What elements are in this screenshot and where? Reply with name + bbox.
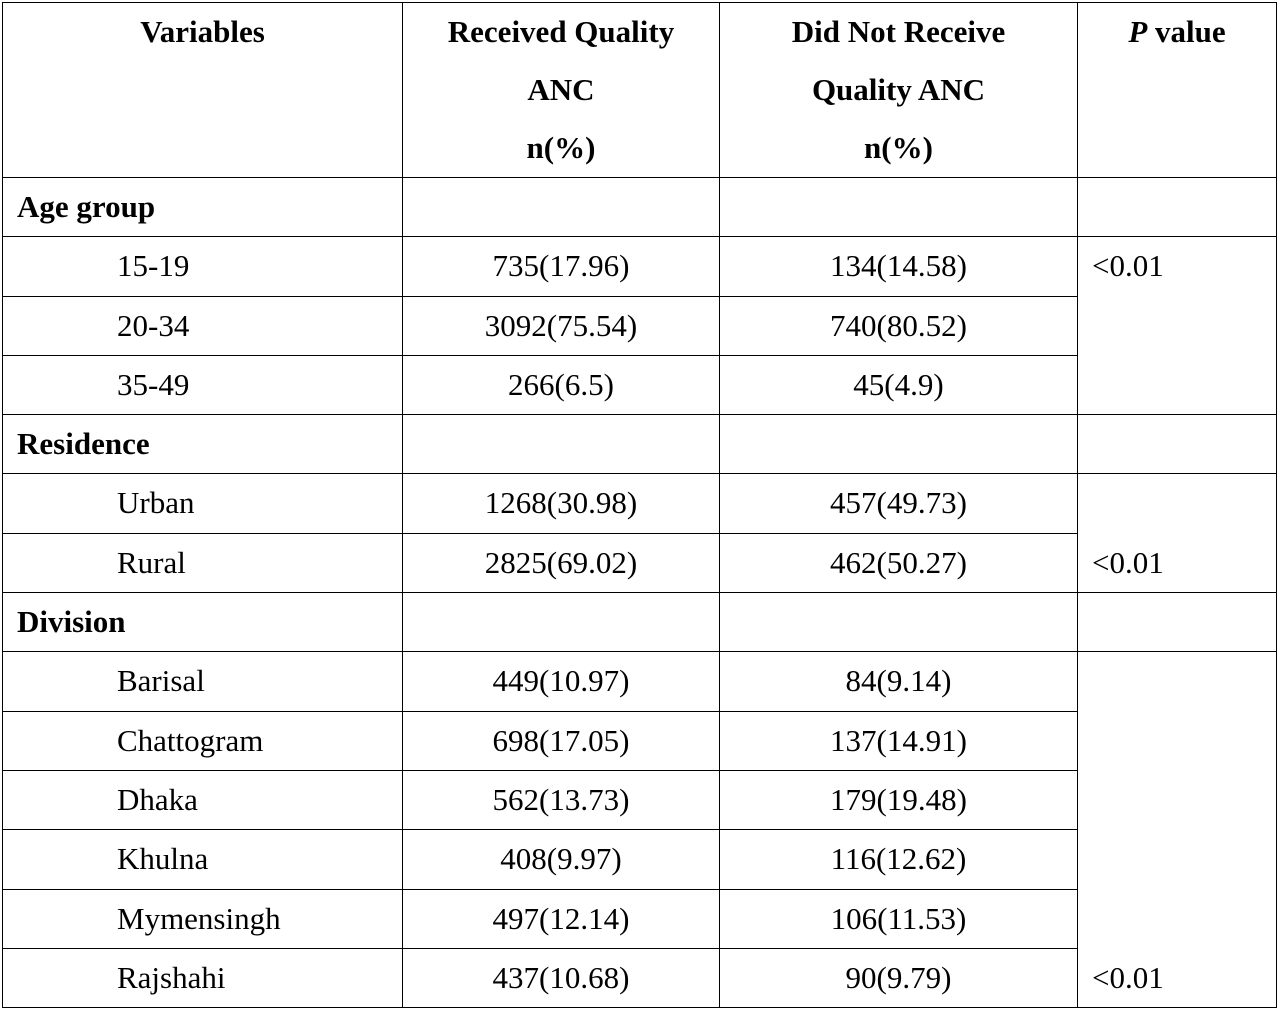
not-received-cell: 740(80.52) [719, 295, 1078, 356]
table-row: Khulna 408(9.97) 116(12.62) [2, 829, 1277, 890]
received-cell: 698(17.05) [402, 710, 720, 771]
not-received-cell: 90(9.79) [719, 947, 1078, 1009]
row-label: Khulna [2, 829, 403, 890]
not-received-cell: 462(50.27) [719, 532, 1078, 594]
row-label: 35-49 [2, 354, 403, 416]
row-label: Dhaka [2, 769, 403, 831]
row-label: Barisal [2, 651, 403, 712]
not-received-cell: 45(4.9) [719, 354, 1078, 416]
row-label: 15-19 [2, 236, 403, 297]
row-label: 20-34 [2, 295, 403, 356]
section-row: Age group [2, 176, 1277, 238]
section-row: Division [2, 592, 1277, 653]
received-cell: 449(10.97) [402, 651, 720, 712]
table-row: Mymensingh 497(12.14) 106(11.53) [2, 888, 1277, 949]
table-row: 15-19 735(17.96) 134(14.58) <0.01 [2, 236, 1277, 416]
not-received-cell: 116(12.62) [719, 829, 1078, 890]
p-value-cell: <0.01 [1077, 473, 1277, 594]
row-label: Chattogram [2, 710, 403, 771]
header-p-value: P value [1077, 2, 1277, 178]
section-title: Age group [2, 176, 403, 238]
received-cell: 562(13.73) [402, 769, 720, 831]
not-received-cell: 137(14.91) [719, 710, 1078, 771]
row-label: Rural [2, 532, 403, 594]
section-title: Division [2, 592, 403, 653]
p-value-cell: <0.01 [1077, 236, 1277, 416]
section-title: Residence [2, 414, 403, 475]
table-row: Urban 1268(30.98) 457(49.73) <0.01 [2, 473, 1277, 594]
table-row: 20-34 3092(75.54) 740(80.52) [2, 295, 1277, 356]
header-row: Variables Received Quality ANC n(%) Did … [2, 2, 1277, 178]
header-not-received: Did Not Receive Quality ANC n(%) [719, 2, 1078, 178]
table-row: Dhaka 562(13.73) 179(19.48) [2, 769, 1277, 831]
table-row: Chattogram 698(17.05) 137(14.91) [2, 710, 1277, 771]
received-cell: 735(17.96) [402, 236, 720, 297]
not-received-cell: 106(11.53) [719, 888, 1078, 949]
header-received: Received Quality ANC n(%) [402, 2, 720, 178]
received-cell: 1268(30.98) [402, 473, 720, 534]
row-label: Rajshahi [2, 947, 403, 1009]
received-cell: 3092(75.54) [402, 295, 720, 356]
received-cell: 266(6.5) [402, 354, 720, 416]
row-label: Urban [2, 473, 403, 534]
not-received-cell: 84(9.14) [719, 651, 1078, 712]
p-value-cell: <0.01 [1077, 651, 1277, 1009]
received-cell: 408(9.97) [402, 829, 720, 890]
header-variables: Variables [2, 2, 403, 178]
not-received-cell: 179(19.48) [719, 769, 1078, 831]
received-cell: 497(12.14) [402, 888, 720, 949]
row-label: Mymensingh [2, 888, 403, 949]
section-row: Residence [2, 414, 1277, 475]
received-cell: 2825(69.02) [402, 532, 720, 594]
table-row: Rajshahi 437(10.68) 90(9.79) [2, 947, 1277, 1009]
received-cell: 437(10.68) [402, 947, 720, 1009]
not-received-cell: 457(49.73) [719, 473, 1078, 534]
not-received-cell: 134(14.58) [719, 236, 1078, 297]
table-row: Barisal 449(10.97) 84(9.14) <0.01 [2, 651, 1277, 1009]
